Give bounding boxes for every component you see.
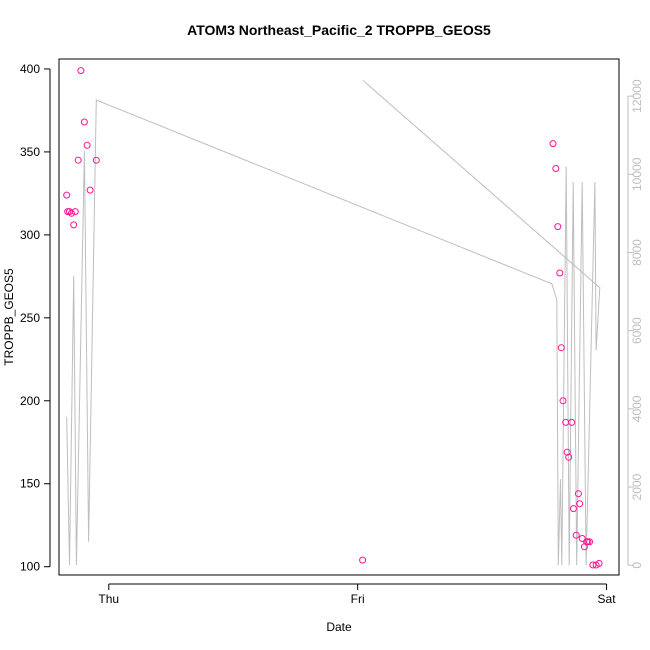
plot-frame [58, 58, 620, 576]
series-line [66, 80, 601, 566]
data-point [83, 141, 91, 149]
data-point [565, 453, 573, 461]
data-point [71, 208, 79, 216]
data-point [589, 561, 597, 569]
right-axis-tick-label: 4000 [630, 395, 644, 422]
data-point [552, 165, 560, 172]
data-point [572, 531, 580, 539]
data-point [554, 223, 562, 231]
bottom-axis: Thu Fri Sat [98, 583, 617, 606]
data-point [557, 344, 565, 352]
chart-title: ATOM3 Northeast_Pacific_2 TROPPB_GEOS5 [187, 22, 491, 38]
left-axis-tick-label: 250 [20, 311, 40, 325]
data-point [563, 448, 571, 456]
data-point [86, 186, 94, 194]
x-axis-label: Date [326, 620, 352, 634]
data-point [578, 535, 586, 542]
data-point [74, 156, 82, 164]
left-axis-tick-label: 200 [20, 394, 40, 408]
bottom-axis-tick-label: Fri [351, 592, 365, 606]
left-axis-tick-label: 300 [20, 228, 40, 242]
data-point [570, 505, 577, 513]
data-point [80, 118, 88, 126]
right-axis-tick-label: 0 [630, 562, 644, 569]
right-axis-tick-label: 12000 [630, 79, 644, 113]
bottom-axis-tick-label: Thu [98, 592, 119, 606]
right-axis-tick-label: 8000 [630, 239, 644, 266]
data-point [63, 191, 71, 199]
data-point [67, 209, 75, 217]
data-point [77, 67, 85, 75]
left-axis-tick-label: 100 [20, 560, 40, 574]
data-point [70, 221, 78, 229]
right-axis-tick-label: 6000 [630, 317, 644, 344]
data-point [586, 538, 594, 546]
data-point [559, 397, 567, 405]
right-axis-tick-label: 10000 [630, 157, 644, 191]
data-point [576, 500, 584, 508]
data-point [549, 140, 557, 148]
data-point [574, 490, 582, 498]
data-point [359, 556, 367, 564]
data-point [568, 418, 576, 426]
left-axis-tick-label: 400 [20, 62, 40, 76]
right-axis: 0 2000 4000 6000 8000 10000 12000 [627, 79, 644, 569]
bottom-axis-tick-label: Sat [598, 592, 617, 606]
y-axis-label: TROPPB_GEOS5 [2, 268, 16, 366]
data-point [556, 269, 564, 277]
left-axis: 100 150 200 250 300 350 400 [20, 62, 51, 574]
data-point [595, 559, 603, 567]
series-layer [63, 67, 603, 569]
left-axis-tick-label: 150 [20, 477, 40, 491]
left-axis-tick-label: 350 [20, 145, 40, 159]
data-point [92, 156, 100, 164]
right-axis-tick-label: 2000 [630, 473, 644, 500]
